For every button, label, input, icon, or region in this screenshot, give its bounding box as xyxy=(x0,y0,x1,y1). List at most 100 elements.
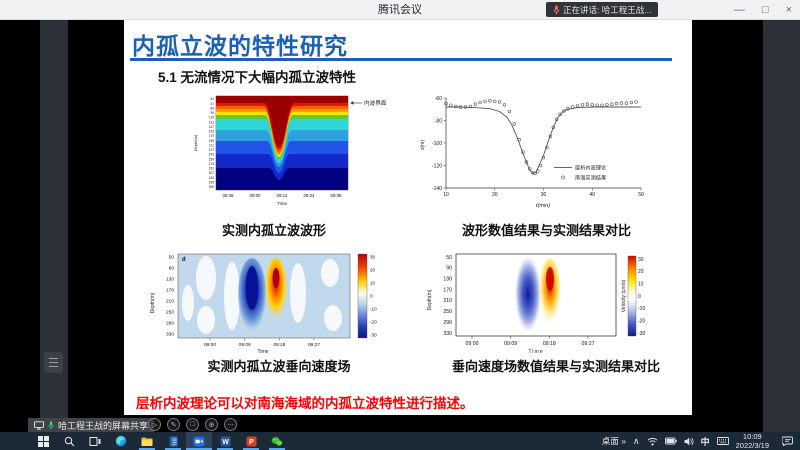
svg-text:50: 50 xyxy=(638,192,644,198)
taskbar-clock[interactable]: 10:09 2022/3/19 xyxy=(736,432,769,450)
taskbar-powerpoint[interactable]: P xyxy=(238,432,264,450)
file-explorer-icon xyxy=(141,437,153,446)
close-button[interactable]: × xyxy=(785,4,792,16)
taskbar-word[interactable]: W xyxy=(212,432,238,450)
svg-text:170: 170 xyxy=(166,288,174,294)
restore-button[interactable]: □ xyxy=(761,4,769,16)
notes-app-icon xyxy=(169,436,177,446)
taskbar-wechat[interactable] xyxy=(264,432,290,450)
svg-text:250: 250 xyxy=(166,310,174,316)
panel-label: d xyxy=(182,257,186,263)
svg-text:147: 147 xyxy=(209,125,215,129)
svg-text:250: 250 xyxy=(443,309,452,315)
svg-text:130: 130 xyxy=(443,277,452,283)
wifi-icon[interactable] xyxy=(647,437,658,446)
svg-text:290: 290 xyxy=(166,321,174,327)
slide-title: 内孤立波的特性研究 xyxy=(132,33,348,59)
svg-text:50: 50 xyxy=(169,255,175,261)
fig2-x-label: t(min) xyxy=(536,203,550,209)
more-button[interactable]: ⋯ xyxy=(224,418,237,431)
svg-text:90: 90 xyxy=(446,266,452,272)
fig4-colorbar-ticks: 30 20 10 0 -10 -20 -30 xyxy=(638,257,645,337)
svg-text:163: 163 xyxy=(209,130,215,134)
fig4-colorbar-label: Velocity (cm/s) xyxy=(621,279,627,312)
section-heading: 5.1 无流情况下大幅内孤立波特性 xyxy=(158,70,357,85)
taskbar-file-explorer[interactable] xyxy=(134,432,160,450)
svg-text:09:00: 09:00 xyxy=(250,193,262,198)
taskbar-notes-app[interactable] xyxy=(160,432,186,450)
svg-text:09:27: 09:27 xyxy=(582,341,595,347)
wechat-icon xyxy=(271,436,283,446)
svg-text:-10: -10 xyxy=(638,306,645,312)
speaking-label: 正在讲话: 哈工程王战... xyxy=(563,4,652,15)
start-button[interactable] xyxy=(30,432,56,450)
taskbar-tencent-meeting[interactable] xyxy=(186,432,212,450)
svg-text:09:00: 09:00 xyxy=(466,341,479,347)
svg-text:243: 243 xyxy=(209,153,215,157)
taskbar-edge[interactable] xyxy=(108,432,134,450)
svg-text:30: 30 xyxy=(638,257,644,263)
svg-text:355: 355 xyxy=(209,185,215,189)
svg-text:330: 330 xyxy=(443,331,452,337)
svg-text:0: 0 xyxy=(638,294,641,300)
desktop-toolbar[interactable]: 桌面 » xyxy=(601,436,627,446)
battery-icon[interactable] xyxy=(664,437,677,445)
clock-date: 2022/3/19 xyxy=(735,441,769,450)
share-controls: ▷ ✎ □ ⊕ ⋯ xyxy=(148,418,237,431)
hidden-icons-chevron[interactable]: ∧ xyxy=(633,435,640,446)
microphone-icon xyxy=(553,5,560,14)
svg-text:09:09: 09:09 xyxy=(504,341,517,347)
svg-text:83: 83 xyxy=(210,106,214,110)
svg-text:09:00: 09:00 xyxy=(204,342,216,348)
fig4-caption: 垂向速度场数值结果与实测结果对比 xyxy=(451,359,660,374)
zoom-button[interactable]: ⊕ xyxy=(205,418,218,431)
touch-keyboard-icon[interactable] xyxy=(716,437,729,445)
measured-scatter xyxy=(444,99,638,176)
svg-text:131: 131 xyxy=(209,120,215,124)
svg-text:290: 290 xyxy=(443,320,452,326)
svg-text:-30: -30 xyxy=(638,331,645,337)
presentation-slide: 内孤立波的特性研究 5.1 无流情况下大幅内孤立波特性 51 67 83 99 115 1… xyxy=(124,20,692,415)
fig4-y-label: Depth(m) xyxy=(427,289,433,310)
svg-text:20: 20 xyxy=(492,192,498,198)
svg-text:09:24: 09:24 xyxy=(304,193,316,198)
task-view-button[interactable] xyxy=(82,432,108,450)
svg-text:67: 67 xyxy=(210,102,214,106)
taskbar-search-button[interactable] xyxy=(56,432,82,450)
svg-text:210: 210 xyxy=(166,299,174,305)
system-tray: 桌面 » ∧ 中 10:09 2022/3 xyxy=(602,432,800,450)
svg-text:99: 99 xyxy=(210,111,214,115)
simulated-negative-lobe xyxy=(515,257,541,331)
svg-text:130: 130 xyxy=(166,277,174,283)
fig3-x-label: Time xyxy=(258,349,269,354)
collapsed-toolbar-handle[interactable] xyxy=(44,352,63,373)
svg-text:09:36: 09:36 xyxy=(331,193,343,198)
fig1-contour-plot: 5167839911513114716317919521122724325927… xyxy=(193,95,387,206)
play-button[interactable]: ▷ xyxy=(148,418,161,431)
annotation-arrow xyxy=(350,101,354,105)
legend-theory-label: 层析内波理论 xyxy=(575,164,607,172)
fig4-x-ticks: 09:00 09:09 09:18 09:27 xyxy=(466,341,595,347)
ime-indicator[interactable]: 中 xyxy=(700,436,710,447)
minimize-button[interactable]: — xyxy=(733,4,745,16)
app-title: 腾讯会议 xyxy=(378,4,422,16)
fig1-y-ticks: 5167839911513114716317919521122724325927… xyxy=(209,97,215,189)
svg-text:P: P xyxy=(249,439,254,446)
fig3-colorbar-ticks: 30 20 10 0 -10 -20 -30 xyxy=(370,255,377,338)
speaking-indicator: 正在讲话: 哈工程王战... xyxy=(546,2,659,17)
fig3-velocity-field: d 50 90 130 170 210 250 290 330 09:00 09:09 09:18… xyxy=(150,253,377,354)
svg-text:09:18: 09:18 xyxy=(543,341,556,347)
windows-button[interactable]: □ xyxy=(186,418,199,431)
svg-text:275: 275 xyxy=(209,162,215,166)
fig3-caption: 实测内孤立波垂向速度场 xyxy=(207,359,351,374)
fig2-caption: 波形数值结果与实测结果对比 xyxy=(461,223,631,238)
fig4-y-ticks: 50 90 130 170 210 250 290 330 xyxy=(443,255,452,337)
fig1-y-label: Depth(m) xyxy=(193,134,198,151)
annotate-button[interactable]: ✎ xyxy=(167,418,180,431)
volume-icon[interactable] xyxy=(684,437,694,446)
svg-text:-140: -140 xyxy=(432,186,442,192)
svg-text:W: W xyxy=(222,439,229,446)
conclusion-text: 层析内波理论可以对南海海域的内孤立波特性进行描述。 xyxy=(136,396,474,411)
action-center-icon[interactable] xyxy=(782,436,794,446)
